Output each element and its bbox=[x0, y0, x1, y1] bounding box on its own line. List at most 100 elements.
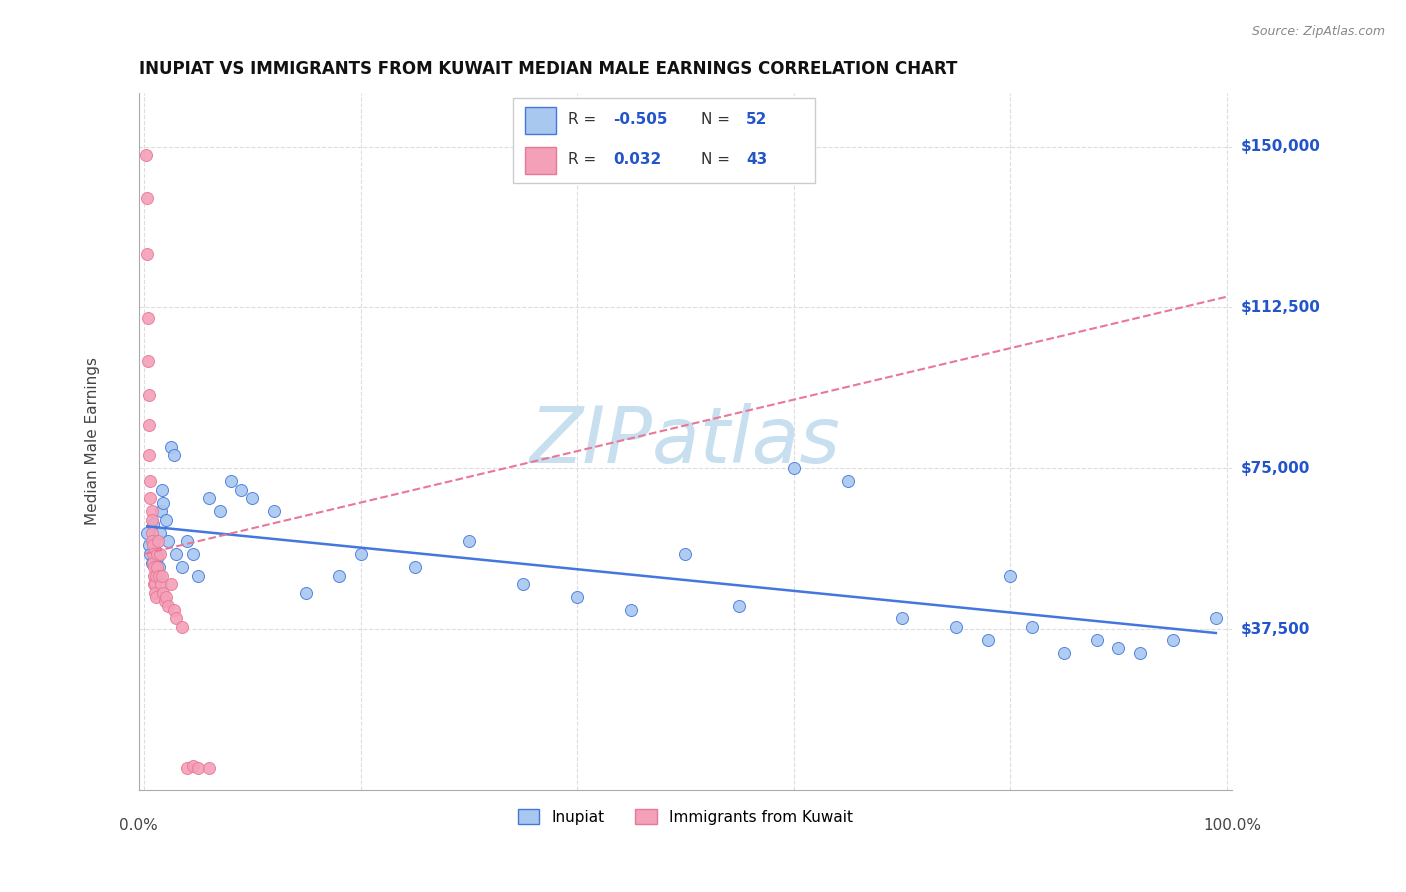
Text: Median Male Earnings: Median Male Earnings bbox=[86, 358, 100, 525]
FancyBboxPatch shape bbox=[513, 98, 815, 183]
Point bbox=[170, 620, 193, 634]
Point bbox=[149, 547, 172, 561]
Point bbox=[142, 516, 165, 531]
Point bbox=[155, 513, 177, 527]
Point bbox=[208, 504, 231, 518]
Point bbox=[146, 560, 169, 574]
Point bbox=[139, 491, 162, 506]
Point bbox=[138, 449, 160, 463]
Point bbox=[163, 603, 186, 617]
Point bbox=[138, 418, 160, 433]
Point bbox=[135, 148, 157, 162]
Point bbox=[141, 534, 163, 549]
Point bbox=[890, 611, 912, 625]
Point bbox=[142, 539, 165, 553]
Point bbox=[349, 547, 371, 561]
Text: 43: 43 bbox=[747, 153, 768, 168]
Point bbox=[150, 483, 173, 497]
Point bbox=[141, 525, 163, 540]
Point bbox=[673, 547, 696, 561]
Point bbox=[146, 547, 169, 561]
Point bbox=[176, 534, 198, 549]
Point bbox=[404, 560, 426, 574]
Point bbox=[328, 568, 350, 582]
Point bbox=[945, 620, 967, 634]
Point bbox=[1161, 632, 1184, 647]
Point bbox=[181, 547, 204, 561]
Text: N =: N = bbox=[700, 153, 734, 168]
Point bbox=[141, 513, 163, 527]
Point bbox=[1205, 611, 1227, 625]
Point bbox=[219, 474, 242, 488]
Point bbox=[142, 577, 165, 591]
Point bbox=[1021, 620, 1043, 634]
Point bbox=[152, 495, 174, 509]
Point bbox=[231, 483, 253, 497]
Text: $112,500: $112,500 bbox=[1241, 300, 1320, 315]
Point bbox=[620, 603, 643, 617]
Point bbox=[142, 560, 165, 574]
Text: 52: 52 bbox=[747, 112, 768, 127]
Point bbox=[146, 551, 169, 566]
Point bbox=[166, 547, 188, 561]
Point bbox=[998, 568, 1021, 582]
Point bbox=[457, 534, 479, 549]
Point bbox=[295, 585, 318, 599]
Point bbox=[1129, 646, 1152, 660]
Point bbox=[198, 491, 221, 506]
Point bbox=[143, 542, 166, 557]
Text: ZIPatlas: ZIPatlas bbox=[530, 403, 841, 480]
FancyBboxPatch shape bbox=[526, 107, 555, 134]
Point bbox=[181, 759, 204, 773]
Text: INUPIAT VS IMMIGRANTS FROM KUWAIT MEDIAN MALE EARNINGS CORRELATION CHART: INUPIAT VS IMMIGRANTS FROM KUWAIT MEDIAN… bbox=[139, 60, 957, 78]
Point bbox=[143, 577, 166, 591]
Point bbox=[512, 577, 534, 591]
Point bbox=[977, 632, 1000, 647]
Point bbox=[143, 585, 166, 599]
Point bbox=[187, 568, 209, 582]
Text: R =: R = bbox=[568, 112, 600, 127]
Point bbox=[1107, 641, 1129, 656]
Point bbox=[150, 568, 173, 582]
Point bbox=[142, 534, 165, 549]
Text: 100.0%: 100.0% bbox=[1204, 818, 1261, 833]
Point bbox=[152, 585, 174, 599]
Text: $37,500: $37,500 bbox=[1241, 622, 1310, 637]
Point bbox=[141, 504, 163, 518]
Text: $150,000: $150,000 bbox=[1241, 139, 1320, 154]
Point bbox=[160, 440, 183, 454]
Point bbox=[240, 491, 263, 506]
Point bbox=[139, 474, 162, 488]
Point bbox=[142, 547, 165, 561]
Point bbox=[170, 560, 193, 574]
Point bbox=[146, 534, 169, 549]
Point bbox=[1085, 632, 1108, 647]
Point bbox=[150, 504, 173, 518]
Point bbox=[138, 539, 160, 553]
FancyBboxPatch shape bbox=[526, 147, 555, 175]
Point bbox=[148, 568, 170, 582]
Point bbox=[141, 556, 163, 570]
Text: R =: R = bbox=[568, 153, 600, 168]
Point bbox=[166, 611, 188, 625]
Text: 0.032: 0.032 bbox=[613, 153, 661, 168]
Point bbox=[156, 599, 179, 613]
Point bbox=[142, 556, 165, 570]
Text: Source: ZipAtlas.com: Source: ZipAtlas.com bbox=[1251, 25, 1385, 38]
Point bbox=[160, 577, 183, 591]
Point bbox=[565, 590, 588, 604]
Point bbox=[782, 461, 804, 475]
Point bbox=[139, 547, 162, 561]
Point bbox=[155, 590, 177, 604]
Point bbox=[145, 568, 167, 582]
Text: 0.0%: 0.0% bbox=[120, 818, 157, 833]
Point bbox=[138, 388, 160, 402]
Point bbox=[1053, 646, 1076, 660]
Point bbox=[145, 590, 167, 604]
Point bbox=[150, 577, 173, 591]
Text: N =: N = bbox=[700, 112, 734, 127]
Point bbox=[728, 599, 751, 613]
Legend: Inupiat, Immigrants from Kuwait: Inupiat, Immigrants from Kuwait bbox=[512, 804, 859, 831]
Point bbox=[136, 311, 159, 326]
Point bbox=[148, 560, 170, 574]
